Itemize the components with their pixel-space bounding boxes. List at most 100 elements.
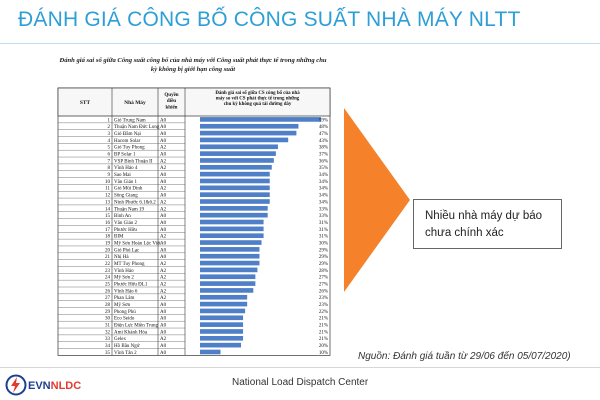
- bar-9: [200, 171, 270, 177]
- brand-logo: EVNNLDC: [28, 380, 81, 392]
- cell-stt: 10: [105, 180, 111, 185]
- cell-plant-name: Gió Trung Nam: [114, 118, 146, 123]
- cell-plant-name: Sông Giang: [114, 194, 138, 199]
- bar-value-label: 35%: [319, 166, 328, 171]
- cell-stt: 33: [105, 337, 111, 342]
- cell-rights: A0: [160, 241, 167, 246]
- cell-plant-name: Gió Mũi Dinh: [114, 187, 143, 192]
- bar-value-label: 21%: [319, 317, 328, 322]
- cell-plant-name: Bình An: [114, 214, 131, 219]
- bar-value-label: 21%: [319, 324, 328, 329]
- cell-plant-name: Gelex: [114, 337, 126, 342]
- cell-stt: 27: [105, 296, 111, 301]
- cell-plant-name: Hacom Solar: [114, 139, 141, 144]
- cell-stt: 2: [108, 125, 111, 130]
- cell-rights: A0: [160, 118, 167, 123]
- cell-rights: A2: [160, 276, 167, 281]
- cell-rights: A2: [160, 283, 167, 288]
- cell-plant-name: Vĩnh Hảo: [114, 269, 134, 274]
- bar-24: [200, 274, 256, 280]
- cell-rights: A2: [160, 289, 167, 294]
- bar-value-label: 38%: [319, 146, 328, 151]
- cell-rights: A0: [160, 173, 167, 178]
- cell-rights: A2: [160, 146, 167, 151]
- cell-rights: A2: [160, 269, 167, 274]
- footer-divider: [0, 367, 600, 368]
- title-divider: [0, 43, 600, 44]
- brand-main: EVN: [28, 380, 51, 392]
- cell-plant-name: Ami Khánh Hòa: [114, 330, 148, 335]
- cell-plant-name: MT Tuy Phong: [114, 262, 145, 267]
- bar-value-label: 59%: [319, 118, 328, 123]
- bar-31: [200, 322, 244, 327]
- cell-plant-name: Hồ Bầu Ngứ: [114, 344, 140, 349]
- cell-rights: A0: [160, 303, 167, 308]
- table-caption: Đánh giá sai số giữa Công suất công bố c…: [59, 57, 327, 73]
- cell-stt: 14: [105, 207, 111, 212]
- cell-plant-name: Phước Hữu ĐL1: [114, 283, 148, 288]
- cell-plant-name: Thuận Nam 19: [114, 207, 144, 212]
- cell-stt: 1: [108, 118, 111, 123]
- cell-stt: 3: [108, 132, 111, 137]
- org-name: National Load Dispatch Center: [232, 377, 369, 388]
- bar-25: [200, 281, 256, 286]
- bar-15: [200, 212, 268, 218]
- cell-rights: A2: [160, 207, 167, 212]
- cell-rights: A0: [160, 317, 167, 322]
- bar-value-label: 31%: [319, 228, 328, 233]
- source-note: Nguồn: Đánh giá tuần từ 29/06 đến 05/07/…: [358, 351, 571, 362]
- header-error: Đánh giá sai số giữa CS công bố của nhà m…: [215, 91, 300, 107]
- header-rights: Quyền điều khiển: [164, 93, 178, 110]
- cell-plant-name: Phước Hữu: [114, 228, 137, 233]
- brand-accent: NLDC: [50, 380, 82, 392]
- cell-rights: A2: [160, 159, 167, 164]
- cell-stt: 7: [108, 159, 111, 164]
- callout-box: Nhiều nhà máy dự báo chưa chính xác: [413, 199, 562, 249]
- cell-stt: 30: [105, 317, 111, 322]
- bar-value-label: 23%: [319, 296, 328, 301]
- bar-34: [200, 342, 242, 348]
- cell-stt: 12: [105, 194, 111, 199]
- bar-35: [200, 349, 221, 355]
- bar-value-label: 10%: [319, 351, 328, 356]
- cell-stt: 19: [105, 241, 111, 246]
- header-plant: Nhà Máy: [124, 100, 146, 106]
- bar-value-label: 48%: [319, 125, 328, 130]
- cell-stt: 35: [105, 351, 111, 356]
- cell-plant-name: Mỹ Sơn Hoàn Lộc Việt: [114, 241, 161, 246]
- bar-28: [200, 301, 248, 307]
- cell-stt: 13: [105, 200, 111, 205]
- cell-stt: 31: [105, 324, 111, 329]
- cell-plant-name: Ninh Phước 6.1&6.2: [114, 200, 156, 205]
- cell-rights: A0: [160, 330, 167, 335]
- bar-value-label: 34%: [319, 194, 328, 199]
- cell-rights: A0: [160, 221, 167, 226]
- cell-plant-name: Thuận Nam Đức Long: [114, 125, 160, 130]
- bar-value-label: 34%: [319, 180, 328, 185]
- cell-rights: A0: [160, 214, 167, 219]
- bar-8: [200, 164, 272, 170]
- cell-rights: A0: [160, 351, 167, 356]
- bar-1: [200, 117, 321, 122]
- cell-plant-name: Gió Tuy Phong: [114, 146, 145, 151]
- cell-rights: A0: [160, 180, 167, 185]
- cell-rights: A0: [160, 228, 167, 233]
- bar-value-label: 29%: [319, 255, 328, 260]
- cell-stt: 26: [105, 289, 111, 294]
- cell-rights: A2: [160, 200, 167, 205]
- bar-value-label: 43%: [319, 139, 328, 144]
- bar-21: [200, 253, 260, 259]
- table-header-bg: [57, 87, 331, 117]
- bar-value-label: 27%: [319, 276, 328, 281]
- bar-3: [200, 130, 297, 136]
- bar-value-label: 34%: [319, 173, 328, 178]
- header-stt: STT: [80, 100, 91, 106]
- cell-plant-name: Phong Phú: [114, 310, 136, 315]
- bar-value-label: 31%: [319, 221, 328, 226]
- cell-plant-name: BP Solar 1: [114, 153, 136, 158]
- cell-rights: A2: [160, 262, 167, 267]
- bar-19: [200, 240, 262, 245]
- bar-20: [200, 247, 260, 252]
- bar-7: [200, 158, 274, 163]
- bar-4: [200, 137, 289, 143]
